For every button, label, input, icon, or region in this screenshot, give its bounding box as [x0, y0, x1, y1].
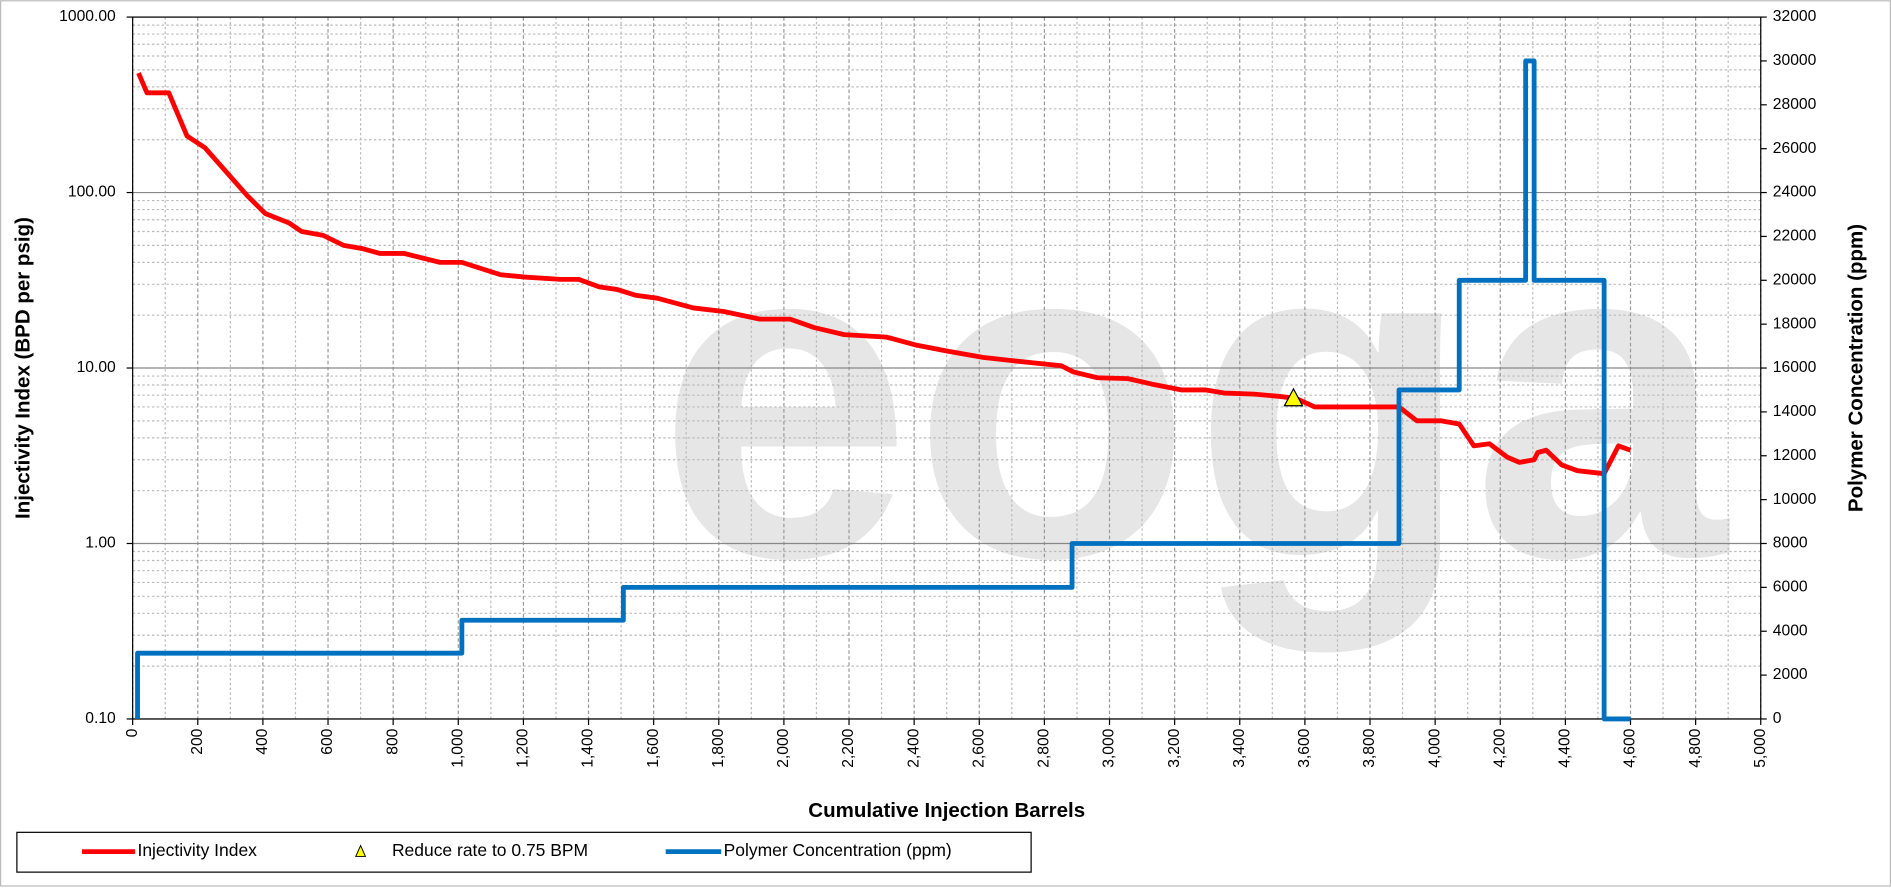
y-tick-label: 100.00	[68, 184, 116, 201]
y2-tick-label: 2000	[1773, 666, 1808, 683]
x-tick-label: 2,800	[1036, 728, 1053, 767]
x-tick-label: 0	[124, 728, 141, 737]
y2-tick-label: 26000	[1773, 140, 1817, 157]
y2-tick-label: 32000	[1773, 8, 1817, 25]
y-tick-label: 0.10	[85, 710, 116, 727]
y-axis-title: Injectivity Index (BPD per psig)	[12, 217, 35, 519]
y-tick-label: 1.00	[85, 535, 116, 552]
legend-box	[16, 831, 1032, 873]
x-tick-label: 800	[384, 728, 401, 754]
x-tick-label: 4,600	[1622, 728, 1639, 767]
y2-tick-label: 10000	[1773, 491, 1817, 508]
x-tick-label: 1,800	[710, 728, 727, 767]
y2-tick-label: 0	[1773, 710, 1782, 727]
x-tick-label: 2,600	[970, 728, 987, 767]
series-line	[135, 58, 1631, 722]
y2-tick-label: 22000	[1773, 228, 1817, 245]
x-axis-title: Cumulative Injection Barrels	[808, 799, 1085, 822]
x-tick-label: 2,400	[905, 728, 922, 767]
x-tick-label: 4,400	[1557, 728, 1574, 767]
x-tick-label: 1,400	[580, 728, 597, 767]
watermark: eoga	[657, 141, 1730, 655]
plot-frame	[132, 16, 1762, 720]
y-tick-label: 10.00	[77, 359, 116, 376]
y2-tick-label: 18000	[1773, 315, 1817, 332]
legend-label: Reduce rate to 0.75 BPM	[392, 840, 588, 860]
x-tick-label: 400	[254, 728, 271, 754]
y2-tick-label: 16000	[1773, 359, 1817, 376]
y2-tick-label: 28000	[1773, 96, 1817, 113]
x-tick-label: 600	[319, 728, 336, 754]
x-tick-label: 3,600	[1296, 728, 1313, 767]
y2-tick-label: 6000	[1773, 579, 1808, 596]
x-tick-label: 3,400	[1231, 728, 1248, 767]
x-tick-label: 4,800	[1687, 728, 1704, 767]
y2-tick-label: 24000	[1773, 184, 1817, 201]
x-tick-label: 1,200	[515, 728, 532, 767]
x-tick-label: 1,000	[449, 728, 466, 767]
legend-swatch	[355, 844, 367, 857]
y-tick-label: 1000.00	[59, 8, 116, 25]
x-tick-label: 2,000	[775, 728, 792, 767]
legend-label: Polymer Concentration (ppm)	[724, 840, 952, 860]
x-tick-label: 3,000	[1101, 728, 1118, 767]
legend-label: Injectivity Index	[137, 840, 257, 860]
y2-tick-label: 12000	[1773, 447, 1817, 464]
y2-tick-label: 14000	[1773, 403, 1817, 420]
triangle-marker	[1283, 387, 1304, 407]
y2-tick-label: 8000	[1773, 535, 1808, 552]
x-tick-label: 4,200	[1491, 728, 1508, 767]
x-tick-label: 4,000	[1426, 728, 1443, 767]
y2-axis-title: Polymer Concentration (ppm)	[1845, 224, 1868, 512]
x-tick-label: 1,600	[645, 728, 662, 767]
x-tick-label: 5,000	[1752, 728, 1769, 767]
y2-tick-label: 4000	[1773, 622, 1808, 639]
x-tick-label: 2,200	[840, 728, 857, 767]
x-tick-label: 3,800	[1361, 728, 1378, 767]
y2-tick-label: 30000	[1773, 52, 1817, 69]
y2-tick-label: 20000	[1773, 271, 1817, 288]
x-tick-label: 200	[189, 728, 206, 754]
series-line	[136, 72, 1632, 477]
x-tick-label: 3,200	[1166, 728, 1183, 767]
